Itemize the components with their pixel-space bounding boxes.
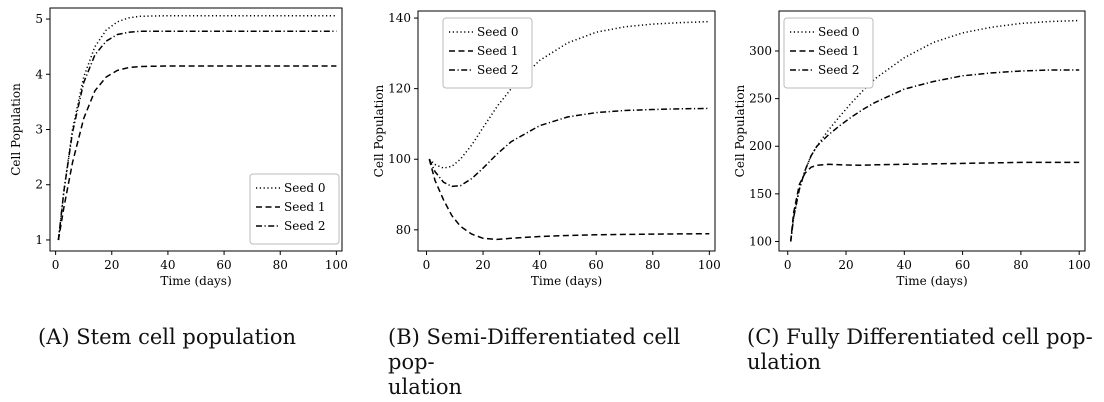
- y-axis-label: Cell Population: [9, 83, 23, 176]
- x-tick-label: 20: [475, 258, 490, 272]
- caption-b-text: Semi-Differentiated cell pop-: [388, 325, 681, 374]
- y-axis-label: Cell Population: [372, 84, 386, 177]
- legend-label: Seed 1: [818, 44, 860, 58]
- y-tick-label: 250: [749, 92, 772, 106]
- x-tick-label: 60: [589, 258, 604, 272]
- x-tick-label: 0: [52, 258, 60, 272]
- x-tick-label: 0: [784, 258, 792, 272]
- series-line-seed-1: [57, 65, 337, 241]
- y-tick-label: 80: [396, 223, 411, 237]
- y-tick-label: 200: [749, 139, 772, 153]
- series-line-seed-0: [789, 19, 1080, 242]
- x-tick-label: 60: [216, 258, 231, 272]
- legend: Seed 0 Seed 1 Seed 2: [249, 173, 340, 245]
- series-line-seed-0: [428, 20, 710, 169]
- caption-c-text-cont: ulation: [747, 350, 822, 374]
- legend-label: Seed 1: [477, 44, 519, 58]
- caption-a-text: Stem cell population: [76, 325, 297, 349]
- plot-frame: [417, 10, 716, 252]
- legend-label: Seed 0: [477, 25, 519, 39]
- caption-c: (C) Fully Differentiated cell pop- ulati…: [747, 325, 1097, 375]
- series-line-seed-1: [428, 159, 710, 241]
- chart-panel-0: 0 20 40 60 80 100 1 2 3 4 5 Time (days) Cell Populat…: [9, 7, 348, 288]
- chart-panel-1: 0 20 40 60 80 100 80 100 120 140 Time (days) Cell P…: [372, 10, 721, 288]
- x-tick-label: 20: [104, 258, 119, 272]
- x-tick-label: 20: [838, 258, 853, 272]
- legend-label: Seed 2: [284, 219, 326, 233]
- x-tick-label: 100: [698, 258, 721, 272]
- y-tick-label: 300: [749, 44, 772, 58]
- series-line-seed-2: [57, 30, 337, 241]
- caption-b-text-cont: ulation: [388, 375, 463, 399]
- y-tick-label: 1: [35, 233, 43, 247]
- series-line-seed-1: [789, 161, 1080, 242]
- x-tick-label: 100: [325, 258, 348, 272]
- x-axis-label: Time (days): [531, 274, 602, 288]
- x-tick-label: 80: [1013, 258, 1028, 272]
- x-tick-label: 100: [1068, 258, 1091, 272]
- caption-b: (B) Semi-Differentiated cell pop- ulatio…: [388, 325, 728, 400]
- legend-label: Seed 0: [818, 25, 860, 39]
- x-tick-label: 60: [955, 258, 970, 272]
- y-tick-label: 150: [749, 187, 772, 201]
- caption-a-label: (A): [38, 325, 70, 349]
- legend-label: Seed 2: [818, 63, 860, 77]
- y-tick-label: 140: [388, 11, 411, 25]
- y-tick-label: 3: [35, 123, 43, 137]
- y-tick-label: 2: [35, 178, 43, 192]
- plot-frame: [778, 10, 1086, 252]
- series-line-seed-2: [428, 107, 710, 188]
- legend-label: Seed 0: [284, 181, 326, 195]
- series-line-seed-0: [57, 14, 337, 241]
- caption-c-label: (C): [747, 325, 780, 349]
- y-tick-label: 100: [388, 152, 411, 166]
- legend: Seed 0 Seed 1 Seed 2: [783, 17, 874, 89]
- x-tick-label: 40: [532, 258, 547, 272]
- y-tick-label: 4: [35, 67, 43, 81]
- x-tick-label: 40: [160, 258, 175, 272]
- y-tick-label: 100: [749, 234, 772, 248]
- legend: Seed 0 Seed 1 Seed 2: [442, 17, 533, 89]
- y-tick-label: 120: [388, 82, 411, 96]
- legend-label: Seed 1: [284, 200, 326, 214]
- legend-label: Seed 2: [477, 63, 519, 77]
- y-axis-label: Cell Population: [733, 84, 747, 177]
- caption-a: (A) Stem cell population: [38, 325, 296, 350]
- x-axis-label: Time (days): [160, 274, 231, 288]
- series-line-seed-2: [789, 69, 1080, 242]
- x-tick-label: 80: [645, 258, 660, 272]
- chart-panel-2: 0 20 40 60 80 100 100 150 200 250 300 Time (days) Ce…: [733, 10, 1091, 288]
- caption-c-text: Fully Differentiated cell pop-: [786, 325, 1093, 349]
- y-tick-label: 5: [35, 12, 43, 26]
- x-axis-label: Time (days): [896, 274, 967, 288]
- x-tick-label: 40: [897, 258, 912, 272]
- x-tick-label: 80: [273, 258, 288, 272]
- caption-b-label: (B): [388, 325, 420, 349]
- x-tick-label: 0: [423, 258, 431, 272]
